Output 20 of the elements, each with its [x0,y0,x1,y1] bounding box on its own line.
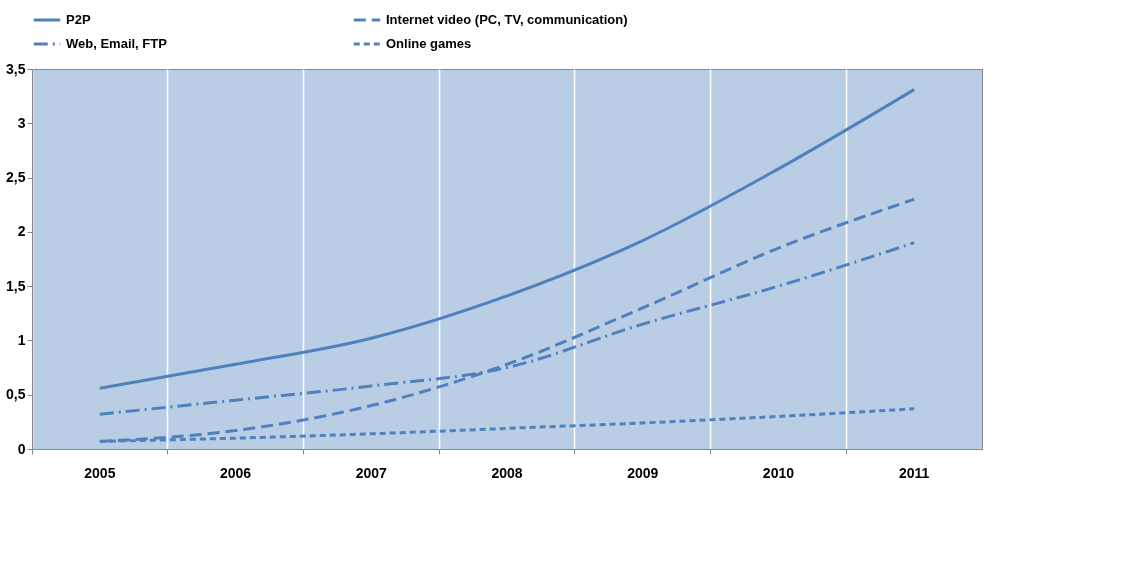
legend-label: P2P [66,12,91,27]
y-tick-label: 2,5 [6,169,26,186]
x-tick-label: 2011 [898,464,930,481]
x-tick-label: 2007 [355,464,388,481]
x-tick-label: 2006 [219,464,252,481]
x-tick-label: 2008 [491,464,523,481]
x-tick-label: 2009 [627,464,659,481]
y-tick-label: 2 [17,223,26,240]
y-tick-label: 3,5 [6,60,26,77]
legend-label: Internet video (PC, TV, communication) [386,12,628,27]
legend-label: Online games [386,36,472,51]
legend-label: Web, Email, FTP [66,36,168,51]
y-tick-label: 1 [17,331,26,348]
y-tick-label: 1,5 [6,277,26,294]
y-tick-label: 0,5 [6,386,26,403]
y-tick-label: 0 [17,440,26,457]
x-tick-label: 2005 [84,464,116,481]
y-tick-label: 3 [17,114,26,131]
x-tick-label: 2010 [762,464,795,481]
line-series [98,88,916,390]
